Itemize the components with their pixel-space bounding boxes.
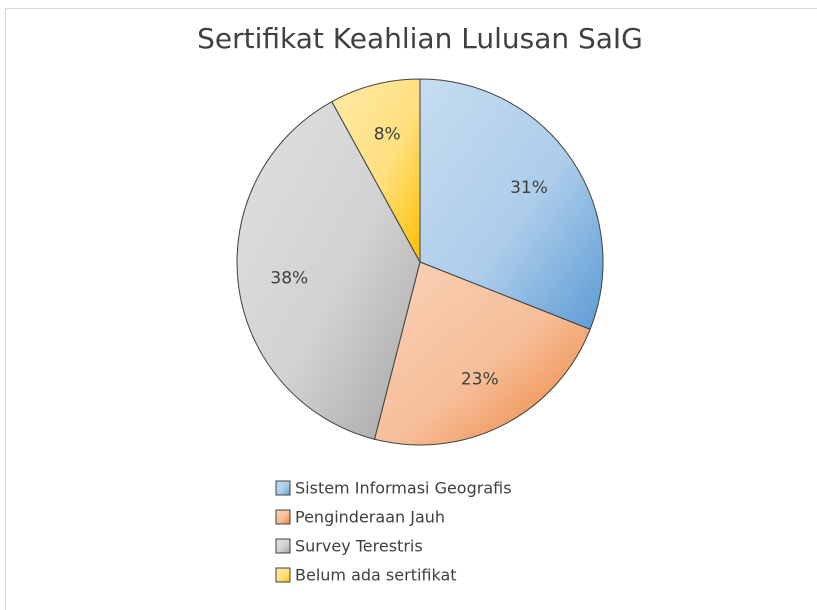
pie-slice xyxy=(236,100,421,440)
legend-label: Survey Terestris xyxy=(295,537,423,556)
legend-swatch xyxy=(275,567,291,583)
pie-slice xyxy=(331,78,421,263)
data-label: 8% xyxy=(374,124,401,144)
legend-swatch xyxy=(275,480,291,496)
legend-label: Belum ada sertifikat xyxy=(295,566,457,585)
legend-swatch xyxy=(275,509,291,525)
data-label: 23% xyxy=(461,369,499,389)
data-label: 31% xyxy=(510,178,548,198)
legend-label: Penginderaan Jauh xyxy=(295,508,445,527)
chart-title: Sertifikat Keahlian Lulusan SaIG xyxy=(197,22,643,55)
legend-swatch xyxy=(275,538,291,554)
data-label: 38% xyxy=(270,269,308,289)
pie-slice xyxy=(373,261,591,446)
pie-slice xyxy=(419,78,604,331)
legend-label: Sistem Informasi Geografis xyxy=(295,479,512,498)
